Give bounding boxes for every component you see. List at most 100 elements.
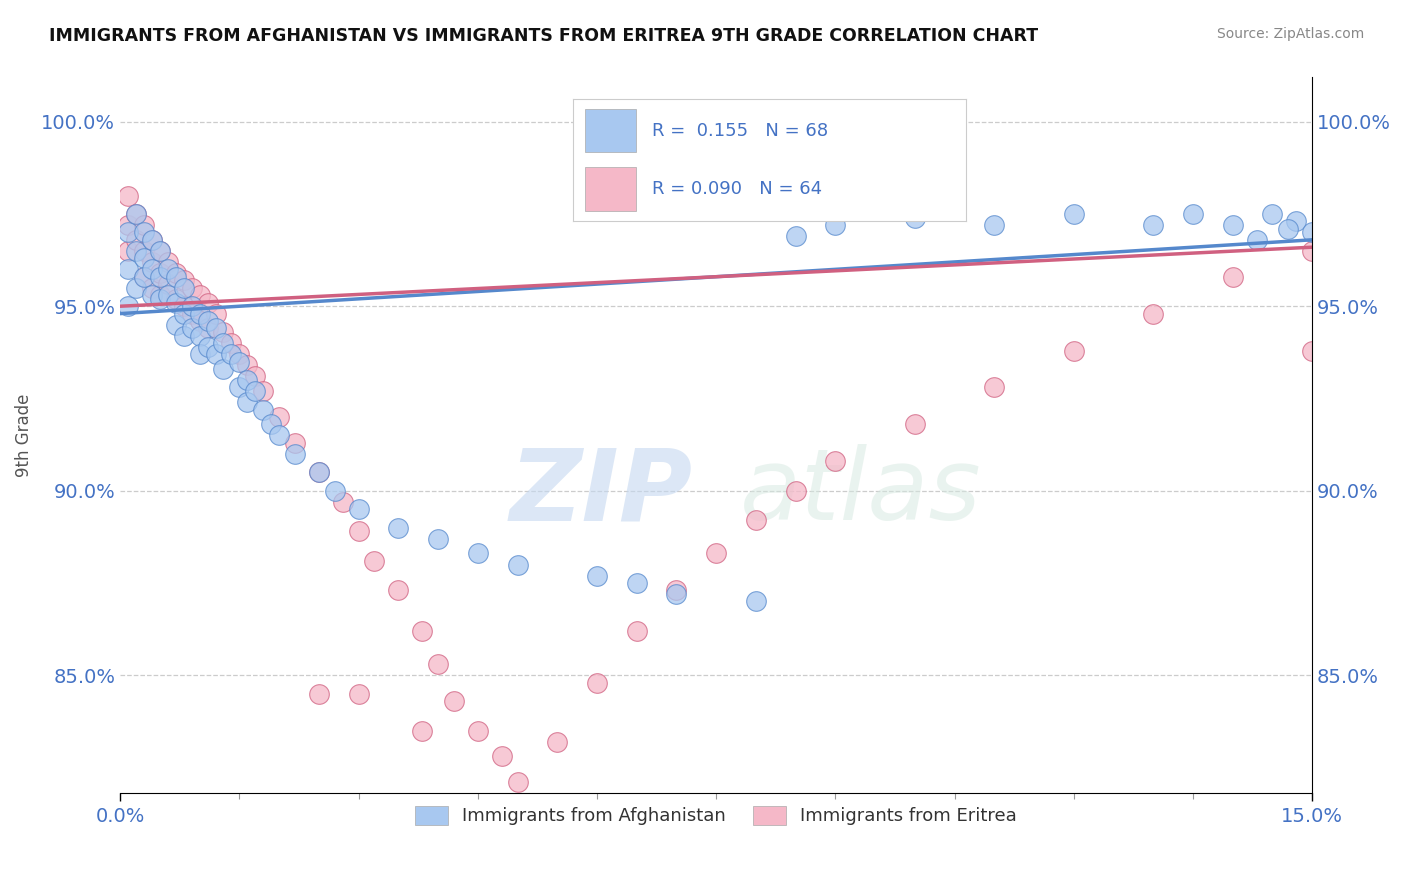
Point [387,521,409,535]
Point [983,218,1005,232]
Point [165,292,187,306]
Point [173,281,195,295]
Point [387,583,409,598]
Point [824,218,846,232]
Point [704,546,727,560]
Point [347,524,370,539]
Point [141,233,163,247]
Point [125,233,148,247]
Point [165,295,187,310]
Point [411,723,433,738]
Point [149,269,172,284]
Point [156,288,179,302]
Point [117,299,139,313]
Point [1063,207,1085,221]
Point [228,380,250,394]
Point [141,233,163,247]
Point [141,281,163,295]
Point [284,447,307,461]
Point [156,255,179,269]
Point [443,694,465,708]
Point [626,576,648,591]
Point [188,314,211,328]
Point [188,307,211,321]
Point [824,454,846,468]
Point [491,749,513,764]
Point [427,657,450,672]
Point [173,307,195,321]
Point [149,292,172,306]
Point [269,409,291,424]
Point [284,435,307,450]
Point [785,483,807,498]
Point [188,328,211,343]
Point [427,532,450,546]
Point [132,252,155,266]
Point [546,734,568,748]
Point [212,362,235,376]
Point [665,583,688,598]
Point [586,675,609,690]
Point [149,244,172,258]
Point [149,244,172,258]
Point [245,369,267,384]
Point [236,373,259,387]
Legend: Immigrants from Afghanistan, Immigrants from Eritrea: Immigrants from Afghanistan, Immigrants … [406,797,1026,834]
Point [132,269,155,284]
Point [904,417,927,432]
Point [308,465,330,479]
Point [173,299,195,313]
Point [626,624,648,638]
Point [149,266,172,280]
Point [149,288,172,302]
Point [141,262,163,277]
Text: Source: ZipAtlas.com: Source: ZipAtlas.com [1216,27,1364,41]
Point [228,354,250,368]
Point [1142,307,1164,321]
Point [236,359,259,373]
Point [347,687,370,701]
Point [132,244,155,258]
Point [252,384,274,398]
Point [1285,214,1308,228]
Point [1181,207,1204,221]
Text: IMMIGRANTS FROM AFGHANISTAN VS IMMIGRANTS FROM ERITREA 9TH GRADE CORRELATION CHA: IMMIGRANTS FROM AFGHANISTAN VS IMMIGRANT… [49,27,1039,45]
Point [221,347,243,361]
Point [1222,218,1244,232]
Point [132,218,155,232]
Point [165,269,187,284]
Text: atlas: atlas [740,444,981,541]
Point [188,347,211,361]
Point [1246,233,1268,247]
Point [228,347,250,361]
Point [141,288,163,302]
Point [173,273,195,287]
Point [132,269,155,284]
Point [125,207,148,221]
Point [156,262,179,277]
Point [252,402,274,417]
Point [117,226,139,240]
Point [117,218,139,232]
Point [983,380,1005,394]
Point [506,775,529,789]
Point [1277,221,1299,235]
Point [125,207,148,221]
Point [204,321,226,335]
Point [204,347,226,361]
Point [1301,343,1323,358]
Point [745,513,768,527]
Point [904,211,927,225]
Point [506,558,529,572]
Point [221,336,243,351]
Point [212,336,235,351]
Point [1142,218,1164,232]
Point [180,321,202,335]
Point [260,417,283,432]
Point [197,321,219,335]
Y-axis label: 9th Grade: 9th Grade [15,393,32,477]
Point [165,266,187,280]
Text: ZIP: ZIP [509,444,692,541]
Point [1222,269,1244,284]
Point [156,277,179,291]
